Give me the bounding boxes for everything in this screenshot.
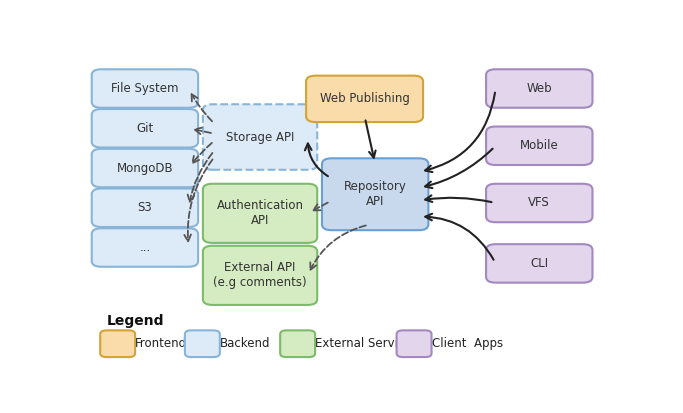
Text: Repository
API: Repository API [344, 180, 406, 208]
Text: Storage API: Storage API [226, 131, 294, 143]
FancyBboxPatch shape [486, 244, 592, 282]
FancyBboxPatch shape [92, 69, 198, 108]
Text: Backend: Backend [220, 337, 270, 350]
FancyBboxPatch shape [322, 158, 428, 230]
FancyBboxPatch shape [92, 228, 198, 267]
FancyBboxPatch shape [92, 149, 198, 187]
Text: MongoDB: MongoDB [117, 161, 173, 175]
FancyBboxPatch shape [203, 104, 317, 170]
Text: Web Publishing: Web Publishing [320, 93, 410, 105]
Text: File System: File System [111, 82, 179, 95]
FancyBboxPatch shape [203, 246, 317, 305]
Text: External API
(e.g comments): External API (e.g comments) [213, 261, 307, 290]
Text: External Services: External Services [315, 337, 418, 350]
FancyBboxPatch shape [185, 330, 220, 357]
FancyBboxPatch shape [92, 188, 198, 227]
Text: ...: ... [139, 241, 150, 254]
Text: Mobile: Mobile [520, 139, 559, 152]
Text: Client  Apps: Client Apps [432, 337, 503, 350]
FancyBboxPatch shape [486, 126, 592, 165]
Text: CLI: CLI [530, 257, 548, 270]
FancyBboxPatch shape [397, 330, 432, 357]
FancyBboxPatch shape [92, 109, 198, 147]
FancyBboxPatch shape [486, 69, 592, 108]
Text: Legend: Legend [107, 313, 164, 328]
Text: S3: S3 [137, 201, 152, 214]
Text: Web: Web [527, 82, 552, 95]
FancyBboxPatch shape [306, 76, 423, 122]
FancyBboxPatch shape [486, 184, 592, 222]
Text: VFS: VFS [529, 197, 550, 209]
Text: Frontend: Frontend [135, 337, 187, 350]
FancyBboxPatch shape [203, 184, 317, 243]
FancyBboxPatch shape [100, 330, 135, 357]
FancyBboxPatch shape [280, 330, 315, 357]
Text: Authentication
API: Authentication API [217, 199, 303, 227]
Text: Git: Git [137, 122, 154, 135]
